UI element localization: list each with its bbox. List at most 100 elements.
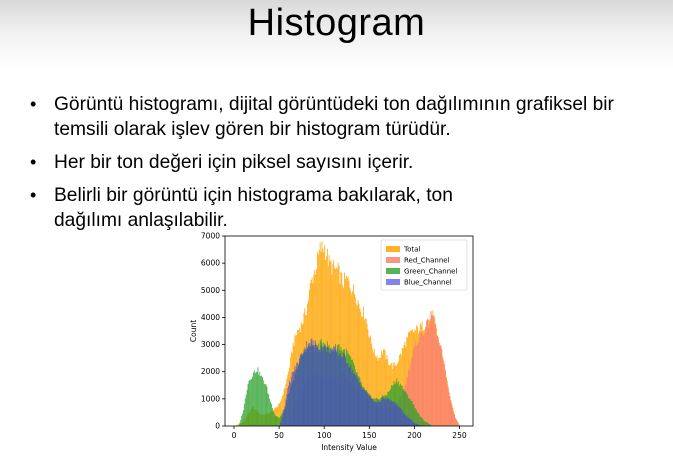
histogram-bar xyxy=(455,418,456,426)
histogram-bar xyxy=(248,381,249,426)
histogram-bar xyxy=(313,341,314,426)
histogram-bar xyxy=(298,364,299,426)
legend-swatch xyxy=(386,268,400,274)
slide-title: Histogram xyxy=(0,2,673,45)
histogram-bar xyxy=(321,347,322,426)
histogram-bar xyxy=(264,384,265,426)
histogram-bar xyxy=(321,345,322,426)
histogram-bar xyxy=(380,402,381,426)
histogram-bar xyxy=(408,418,409,426)
histogram-bar xyxy=(277,417,278,426)
histogram-bar xyxy=(424,421,425,426)
histogram-bar xyxy=(245,398,246,426)
histogram-bar xyxy=(278,417,279,426)
bullet-text: Görüntü histogramı, dijital görüntüdeki … xyxy=(54,92,660,142)
histogram-bar xyxy=(309,343,310,426)
histogram-bar xyxy=(310,346,311,426)
bullet-text: Her bir ton değeri için piksel sayısını … xyxy=(54,150,660,175)
histogram-bar xyxy=(342,356,343,426)
histogram-bar xyxy=(417,413,418,426)
histogram-bar xyxy=(301,353,302,426)
histogram-bar xyxy=(240,420,241,426)
histogram-bar xyxy=(335,349,336,426)
histogram-bar xyxy=(358,382,359,426)
histogram-bar xyxy=(433,316,434,426)
histogram-bar xyxy=(413,423,414,426)
histogram-bar xyxy=(442,359,443,426)
histogram-bar xyxy=(368,396,369,426)
histogram-bar xyxy=(251,379,252,426)
histogram-bar xyxy=(391,400,392,426)
histogram-bar xyxy=(333,346,334,426)
histogram-bar xyxy=(274,413,275,426)
histogram-bar xyxy=(454,415,455,426)
histogram-bar xyxy=(456,419,457,426)
histogram-bar xyxy=(377,402,378,426)
histogram-bar xyxy=(279,418,280,426)
histogram-bar xyxy=(293,371,294,426)
histogram-bar xyxy=(409,418,410,426)
histogram-bar xyxy=(421,333,422,426)
histogram-bar xyxy=(447,384,448,426)
histogram-bar xyxy=(365,391,366,426)
histogram-bar xyxy=(288,386,289,426)
histogram-bar xyxy=(432,316,433,426)
histogram-bar xyxy=(320,352,321,426)
histogram-bar xyxy=(410,419,411,426)
histogram-bar xyxy=(363,389,364,426)
histogram-bar xyxy=(364,390,365,426)
histogram-bar xyxy=(443,361,444,426)
histogram-bar xyxy=(286,394,287,426)
histogram-bar xyxy=(432,315,433,426)
histogram-bar xyxy=(304,347,305,426)
histogram-bar xyxy=(311,339,312,426)
histogram-bar xyxy=(349,367,350,426)
x-tick-label: 200 xyxy=(407,431,422,440)
histogram-bar xyxy=(362,390,363,426)
histogram-bar xyxy=(419,337,420,426)
histogram-bar xyxy=(331,350,332,426)
histogram-bar xyxy=(272,408,273,426)
histogram-bar xyxy=(252,377,253,426)
histogram-bar xyxy=(328,346,329,426)
histogram-bar xyxy=(366,390,367,426)
histogram-bar xyxy=(308,346,309,426)
histogram-bar xyxy=(375,402,376,426)
histogram-bar xyxy=(369,396,370,426)
histogram-bar xyxy=(250,380,251,426)
histogram-bar xyxy=(427,319,428,426)
histogram-bar xyxy=(384,398,385,426)
histogram-bar xyxy=(303,352,304,426)
histogram-bar xyxy=(382,398,383,426)
legend-swatch xyxy=(386,257,400,263)
y-tick-label: 5000 xyxy=(201,286,220,295)
histogram-bar xyxy=(307,349,308,426)
histogram-bar xyxy=(395,405,396,426)
histogram-bar xyxy=(258,375,259,426)
y-tick-label: 3000 xyxy=(201,340,220,349)
histogram-bar xyxy=(243,410,244,426)
histogram-bar xyxy=(281,420,282,426)
histogram-bar xyxy=(326,352,327,426)
legend-label: Blue_Channel xyxy=(404,279,452,287)
histogram-bar xyxy=(415,408,416,426)
histogram-bar xyxy=(441,345,442,426)
histogram-bar xyxy=(353,374,354,426)
histogram-bar xyxy=(420,332,421,426)
histogram-bar xyxy=(327,347,328,426)
x-tick-label: 100 xyxy=(317,431,332,440)
histogram-bar xyxy=(440,346,441,426)
bullet-text: Belirli bir görüntü için histograma bakı… xyxy=(54,183,494,233)
y-tick-label: 1000 xyxy=(201,394,220,403)
histogram-bar xyxy=(339,354,340,426)
histogram-bar xyxy=(276,416,277,426)
histogram-bar xyxy=(247,390,248,426)
histogram-bar xyxy=(306,341,307,426)
histogram-bar xyxy=(267,393,268,426)
histogram-bar xyxy=(315,341,316,426)
histogram-bar xyxy=(284,410,285,426)
histogram-bar xyxy=(379,402,380,426)
histogram-bar xyxy=(340,355,341,426)
bullet-dot-icon: • xyxy=(30,92,36,117)
